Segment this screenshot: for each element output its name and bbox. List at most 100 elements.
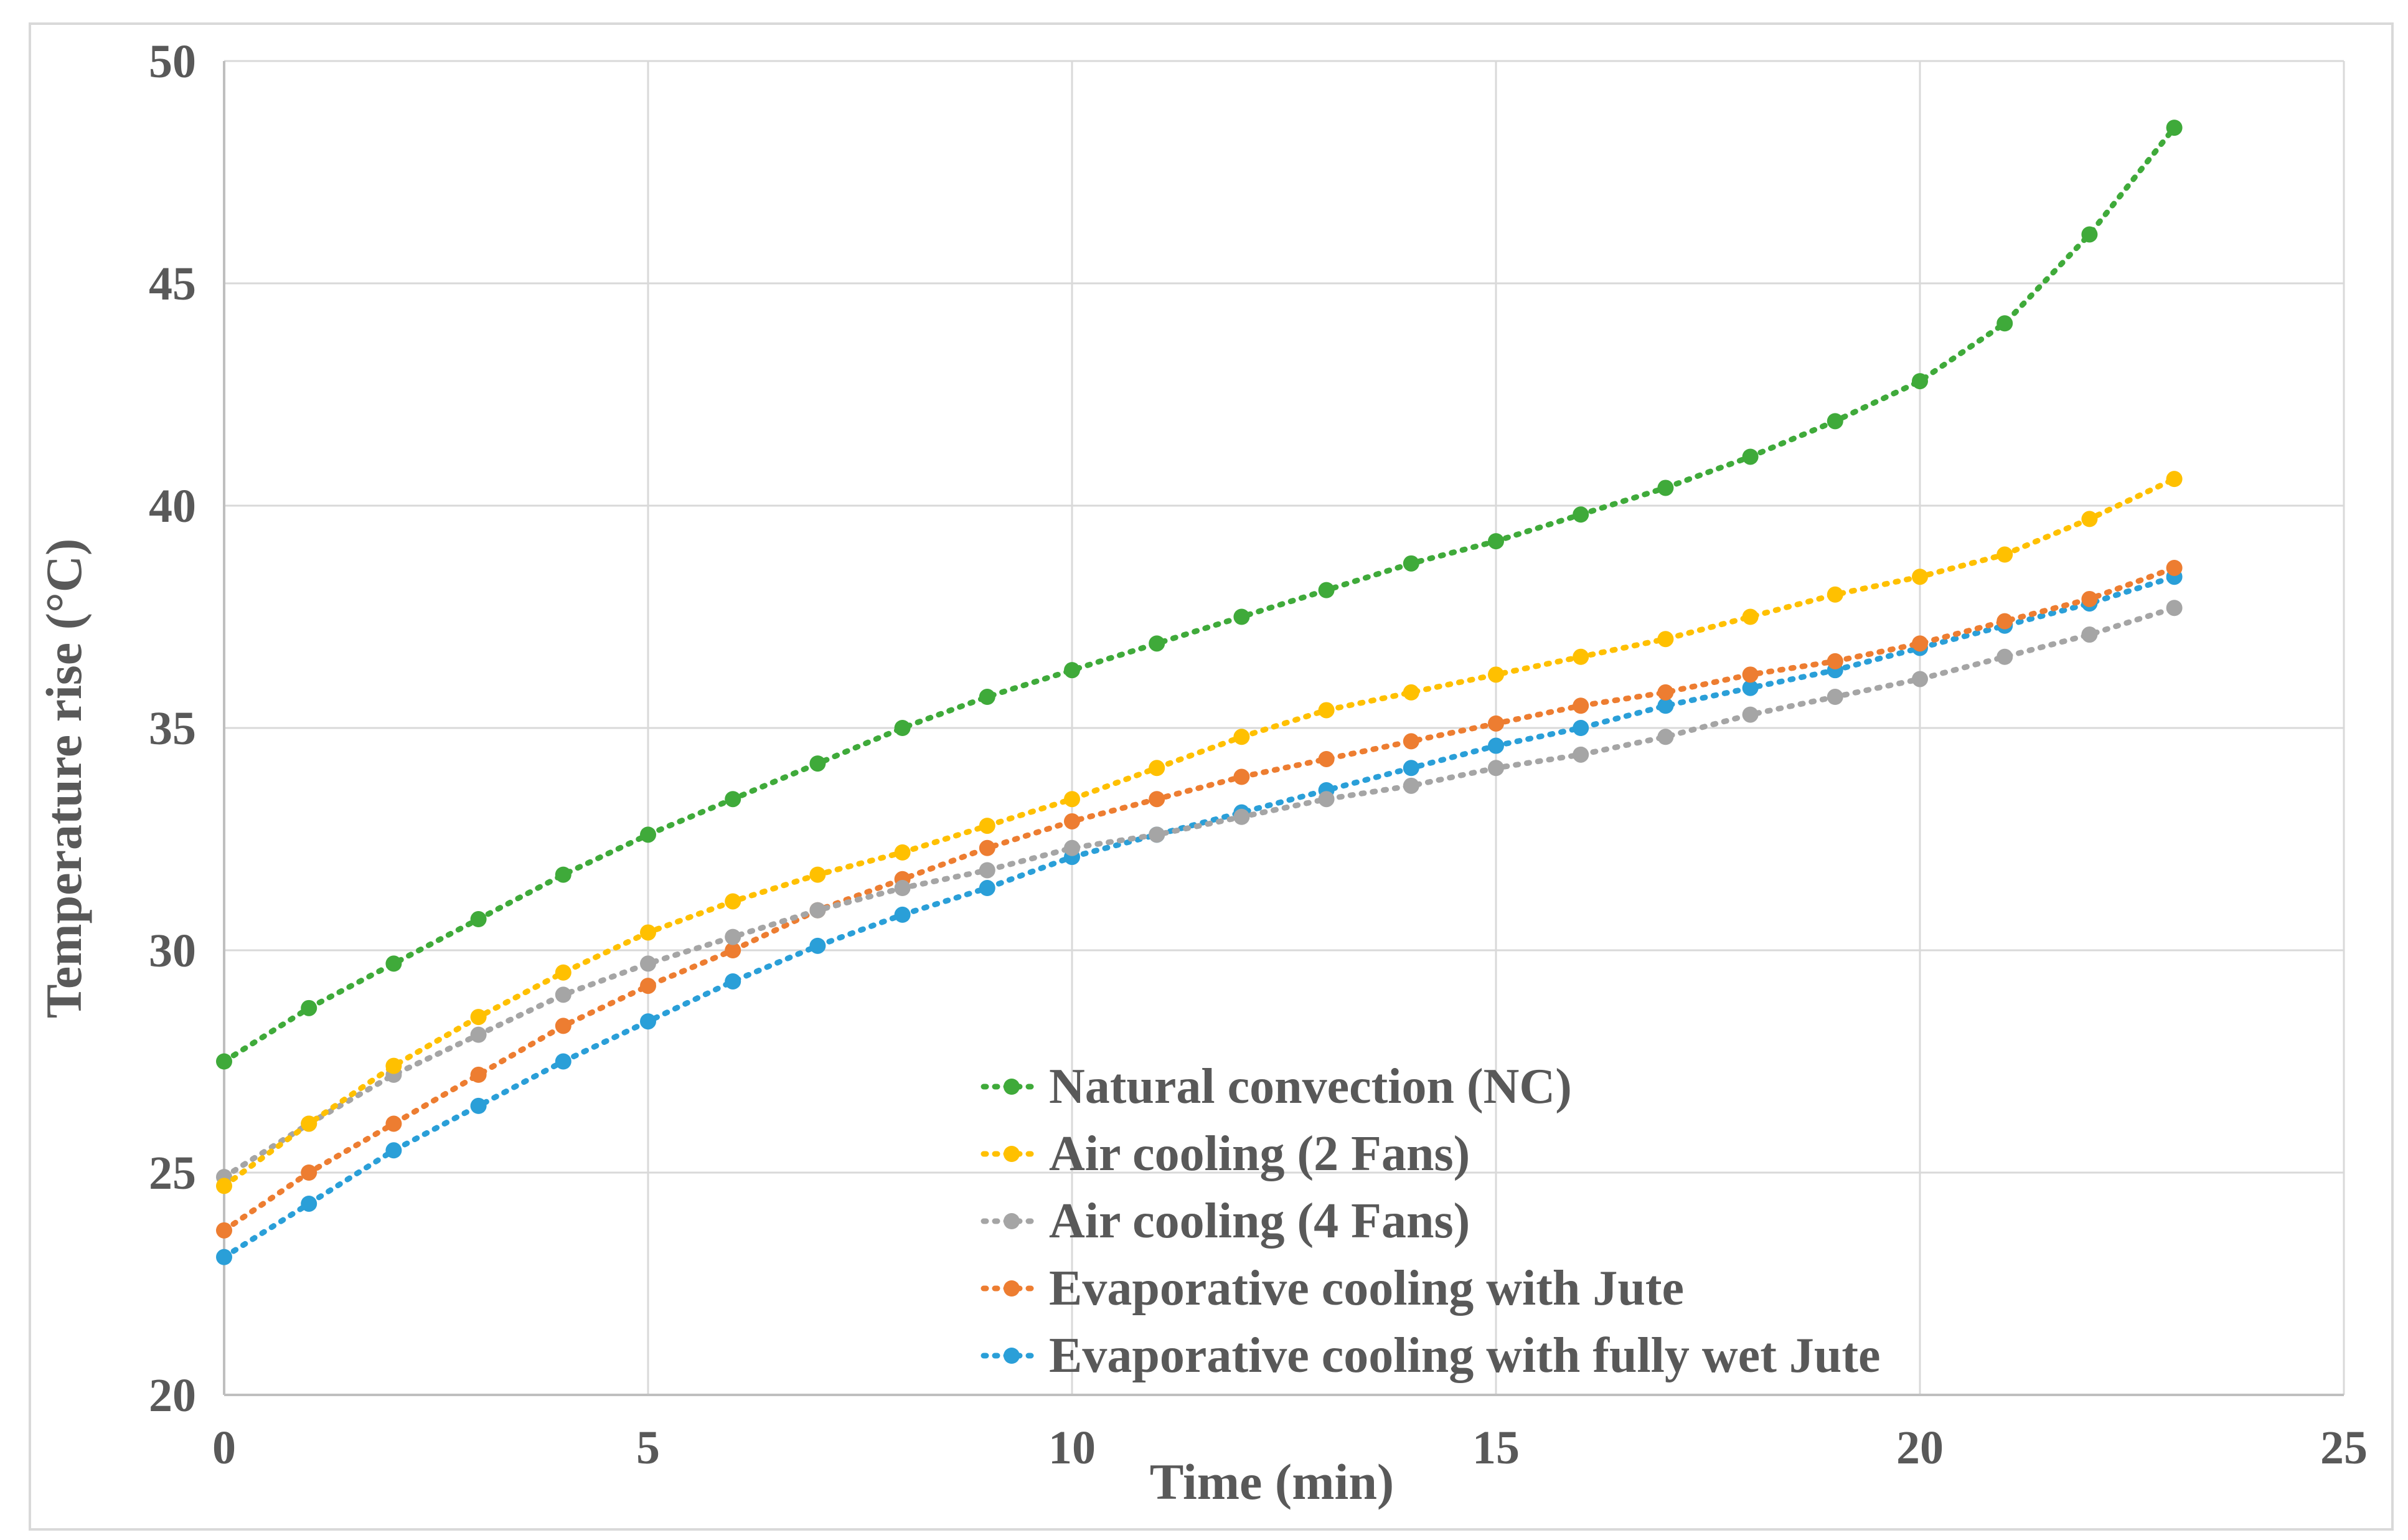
data-point [1149, 760, 1165, 777]
data-point [1488, 737, 1504, 754]
series-2 [216, 471, 2183, 1194]
data-point [1912, 373, 1928, 390]
data-point [1064, 662, 1080, 679]
data-point [1233, 608, 1250, 625]
series-line [221, 476, 2178, 1189]
data-point [640, 1013, 656, 1030]
legend-marker-icon [1004, 1280, 1020, 1297]
data-point [1912, 671, 1928, 687]
x-tick-label: 15 [1472, 1422, 1520, 1474]
data-point [979, 839, 995, 856]
legend-label: Evaporative cooling with Jute [1049, 1261, 1684, 1316]
data-point [301, 1195, 317, 1212]
data-point [1657, 697, 1674, 714]
data-point [385, 1057, 402, 1074]
data-point [1573, 648, 1589, 665]
legend-item: Air cooling (2 Fans) [981, 1127, 1470, 1181]
data-point [1912, 635, 1928, 652]
data-point [470, 1026, 487, 1043]
data-point [2166, 600, 2183, 616]
chart-border [29, 22, 2394, 1531]
data-point [1742, 608, 1759, 625]
data-point [1573, 720, 1589, 736]
data-point [2081, 590, 2098, 607]
legend-label: Air cooling (4 Fans) [1049, 1194, 1470, 1249]
series-1 [216, 120, 2183, 1070]
x-tick-label: 5 [636, 1422, 660, 1474]
data-point [725, 973, 741, 990]
data-point [979, 862, 995, 879]
data-point [1403, 777, 1419, 794]
legend-label: Air cooling (2 Fans) [1049, 1127, 1470, 1181]
y-tick-label: 50 [149, 35, 196, 88]
y-axis-title: Temperature rise (°C) [35, 539, 92, 1019]
y-tick-label: 40 [149, 480, 196, 532]
data-point [1996, 315, 2013, 332]
data-point [385, 955, 402, 972]
legend-item: Air cooling (4 Fans) [981, 1194, 1470, 1249]
data-point [640, 924, 656, 941]
data-point [470, 911, 487, 928]
data-point [1149, 635, 1165, 652]
data-point [385, 1115, 402, 1132]
data-point [894, 720, 911, 736]
data-point [1233, 768, 1250, 785]
data-point [1742, 666, 1759, 683]
data-point [1827, 689, 1843, 706]
x-tick-label: 0 [212, 1422, 236, 1474]
data-point [809, 866, 826, 883]
y-tick-label: 25 [149, 1147, 196, 1199]
series-4 [216, 559, 2183, 1239]
data-point [555, 866, 571, 883]
tick-labels: 20 25 30 35 40 45 50 0 5 10 15 20 25 [149, 35, 2368, 1474]
data-point [1657, 729, 1674, 745]
data-point [1149, 826, 1165, 843]
data-point [301, 999, 317, 1016]
data-point [2081, 226, 2098, 243]
data-point [216, 1178, 232, 1194]
data-point [979, 818, 995, 834]
legend-label: Evaporative cooling with fully wet Jute [1049, 1328, 1880, 1383]
data-point [1488, 666, 1504, 683]
data-point [1996, 546, 2013, 563]
data-point [640, 826, 656, 843]
data-point [470, 1009, 487, 1026]
x-tick-label: 20 [1896, 1422, 1944, 1474]
data-point [301, 1164, 317, 1181]
x-tick-label: 25 [2320, 1422, 2368, 1474]
x-axis-title: Time (min) [1150, 1453, 1394, 1510]
data-point [1488, 760, 1504, 777]
y-tick-label: 35 [149, 702, 196, 755]
legend-item: Evaporative cooling with Jute [981, 1261, 1684, 1316]
data-point [470, 1097, 487, 1114]
series-line [221, 574, 2178, 1260]
data-point [809, 937, 826, 954]
data-point [894, 844, 911, 861]
data-point [1488, 533, 1504, 550]
data-point [1742, 448, 1759, 465]
data-point [555, 1053, 571, 1070]
data-point [1573, 506, 1589, 523]
data-point [1403, 760, 1419, 777]
data-point [216, 1222, 232, 1239]
data-point [1318, 702, 1335, 719]
data-point [1657, 631, 1674, 648]
x-tick-label: 10 [1048, 1422, 1096, 1474]
y-tick-label: 45 [149, 258, 196, 310]
data-point [1573, 746, 1589, 763]
data-point [301, 1115, 317, 1132]
data-point [1149, 791, 1165, 808]
series-line [221, 565, 2178, 1234]
legend-item: Natural convection (NC) [981, 1059, 1572, 1114]
data-point [809, 755, 826, 772]
series-line [221, 605, 2178, 1180]
data-point [385, 1142, 402, 1159]
data-point [1233, 808, 1250, 825]
data-point [1912, 569, 1928, 585]
series-group [216, 120, 2183, 1265]
data-point [1318, 582, 1335, 598]
data-point [470, 1066, 487, 1083]
legend-marker-icon [1004, 1079, 1020, 1095]
